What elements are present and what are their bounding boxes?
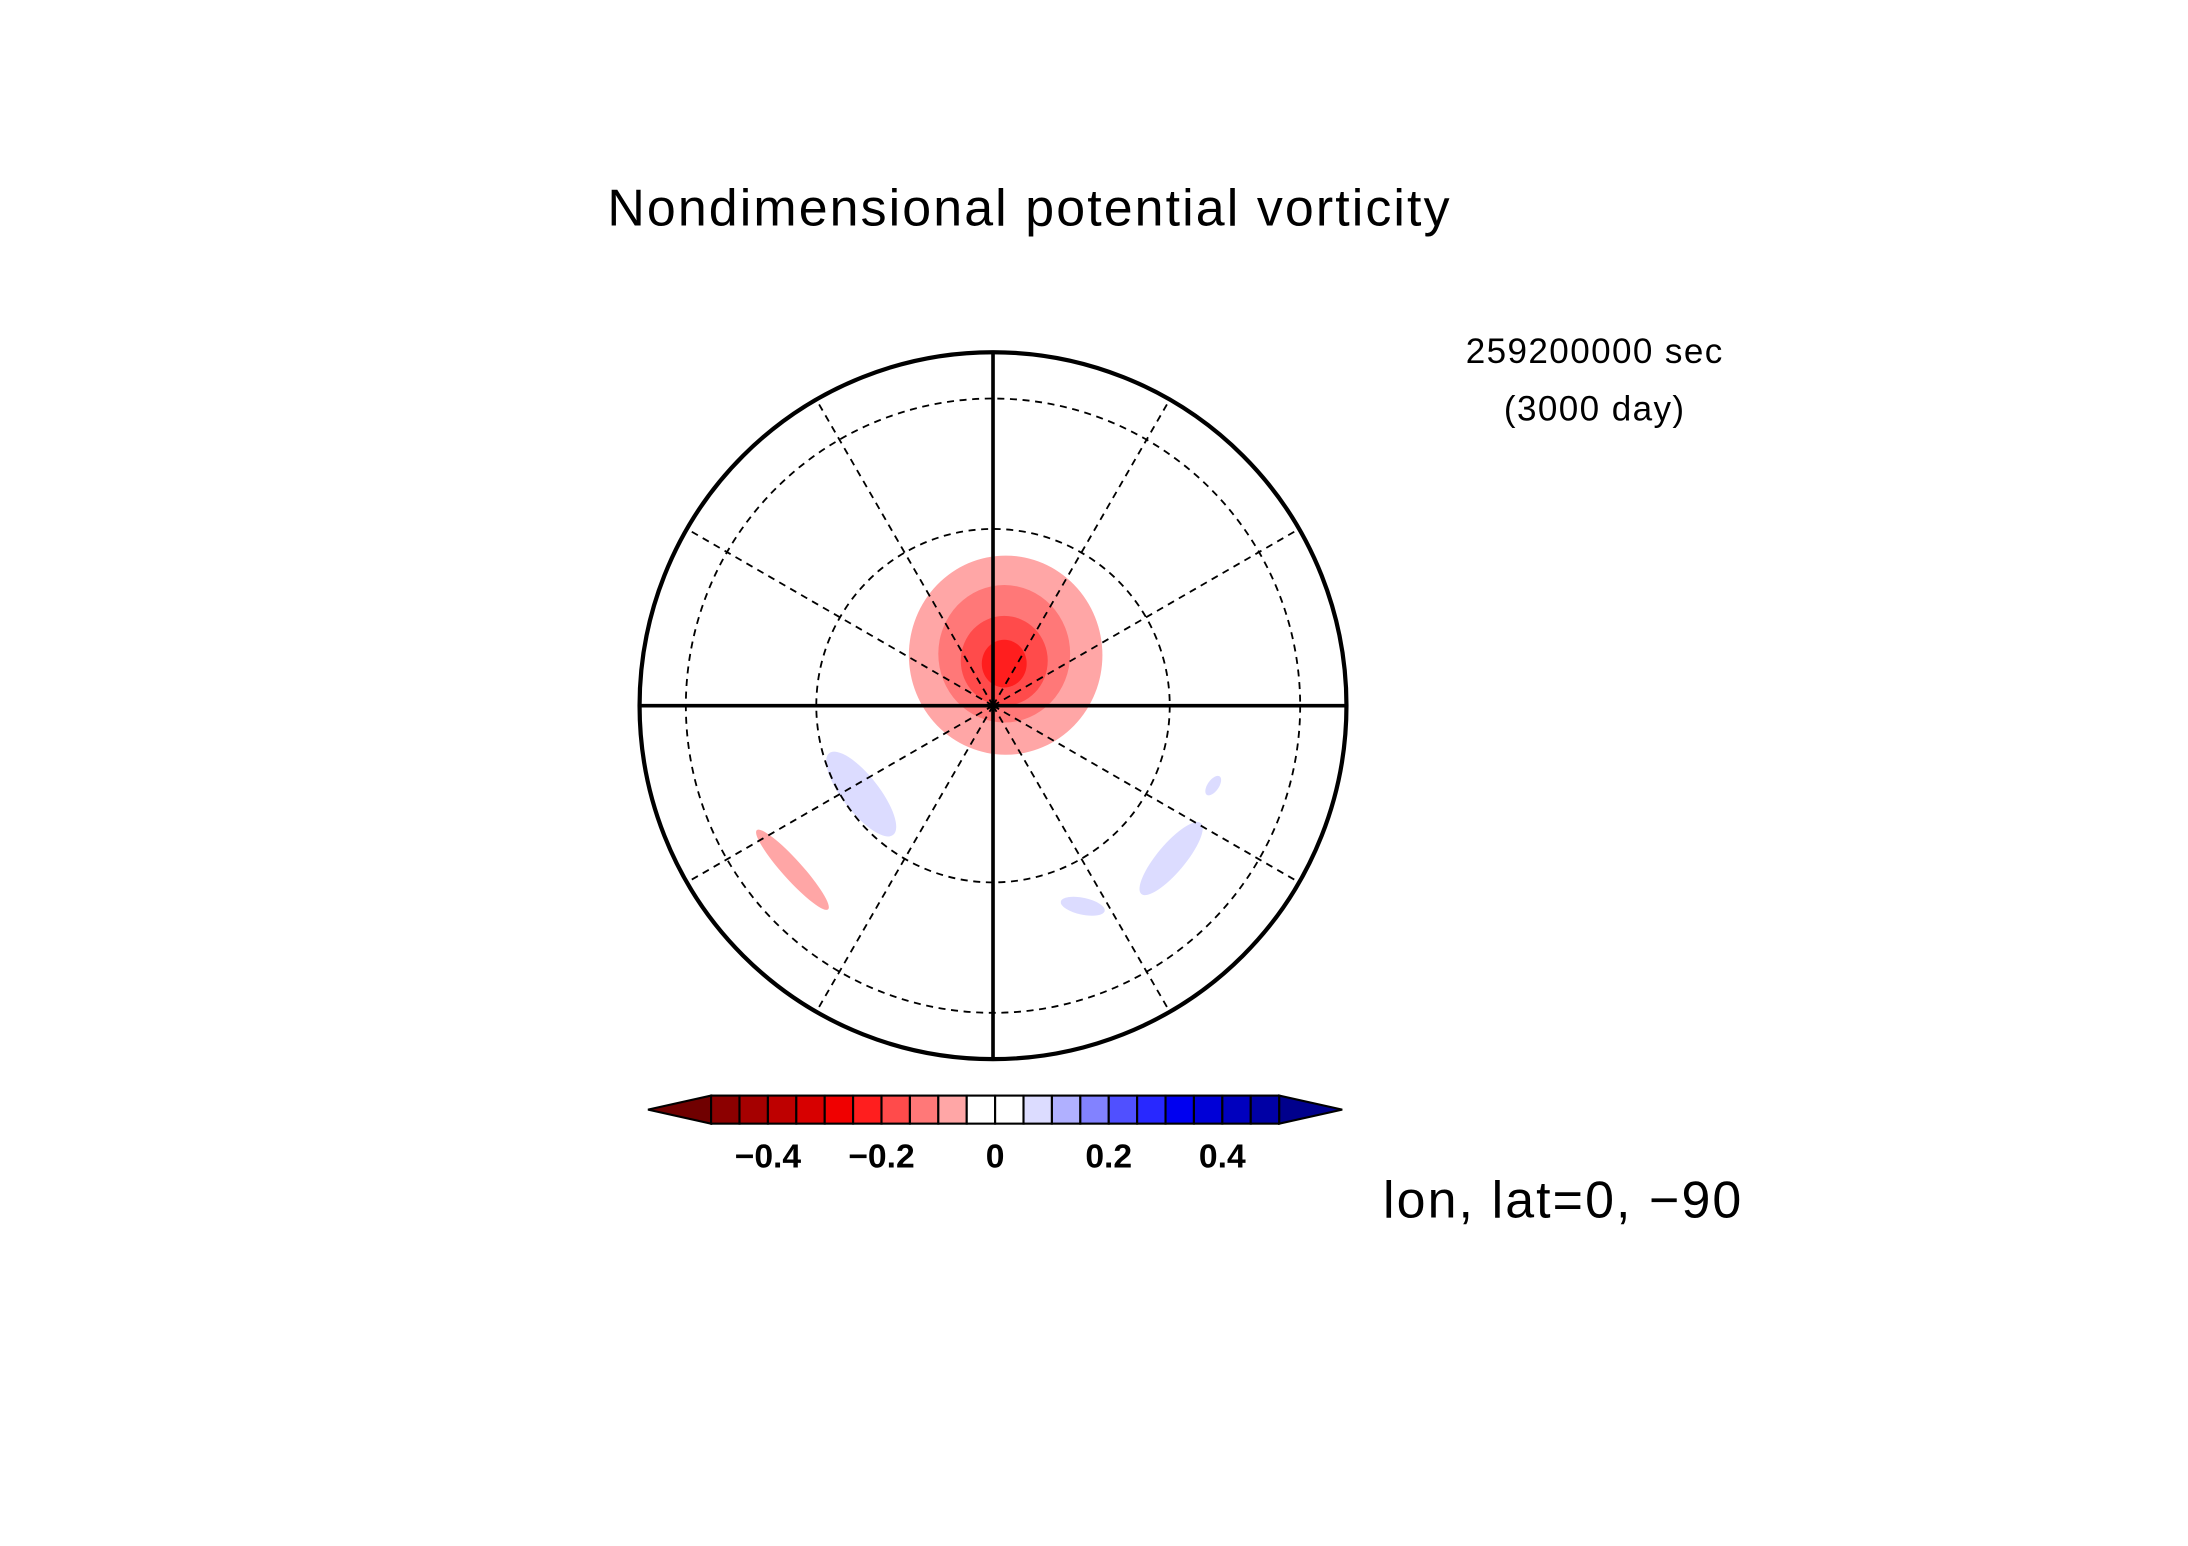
contour-fill [981,639,1027,688]
colorbar-extension [1278,1094,1343,1125]
contour-fill [1060,896,1105,916]
meridian [815,399,994,707]
contour-fills [756,555,1222,916]
colorbar-tick-label: 0 [986,1139,1005,1176]
colorbar-box [1192,1094,1224,1125]
chart-title: Nondimensional potential vorticity [607,179,1451,237]
contour-fill [756,829,829,910]
colorbar-box [937,1094,968,1125]
colorbar-box [766,1094,798,1125]
colorbar-tick-label: 0.2 [1085,1139,1132,1176]
colorbar-box [852,1094,883,1125]
colorbar-box [710,1094,741,1125]
colorbar-box [1079,1094,1110,1125]
contour-fill [1139,821,1203,896]
colorbar-tick-label: −0.2 [848,1139,914,1176]
colorbar-tick-label: 0.4 [1199,1139,1246,1176]
meridian [815,705,994,1013]
colorbar-box [1136,1094,1167,1125]
time-label: (3000 day) [1504,389,1686,428]
colorbar-box [1164,1094,1195,1125]
colorbar-box [1050,1094,1082,1125]
colorbar-box [823,1094,855,1125]
colorbar-tick-label: −0.4 [735,1139,802,1176]
colorbar-box [795,1094,826,1125]
colorbar-box [1107,1094,1139,1125]
contour-fill [1205,775,1222,796]
map-boundary [637,350,1349,1062]
colorbar-extension [647,1094,713,1125]
colorbar-box [880,1094,911,1125]
colorbar-box [1022,1094,1053,1125]
colorbar-box [908,1094,940,1125]
colorbar-box [738,1094,769,1125]
colorbar: −0.4 −0.2 0 0.2 0.4 [647,1094,1343,1176]
colorbar-box [1221,1094,1252,1125]
meridian [686,528,994,707]
colorbar-box [994,1094,1025,1125]
time-label: 259200000 sec [1466,332,1724,371]
meridian [992,705,1171,1013]
colorbar-box [1249,1094,1281,1125]
contour-fill [826,751,897,837]
meridian [992,399,1171,707]
meridian [686,704,994,884]
map-grid [637,350,1349,1062]
colorbar-box [965,1094,997,1125]
axis-label: lon, lat=0, −90 [1383,1170,1743,1228]
